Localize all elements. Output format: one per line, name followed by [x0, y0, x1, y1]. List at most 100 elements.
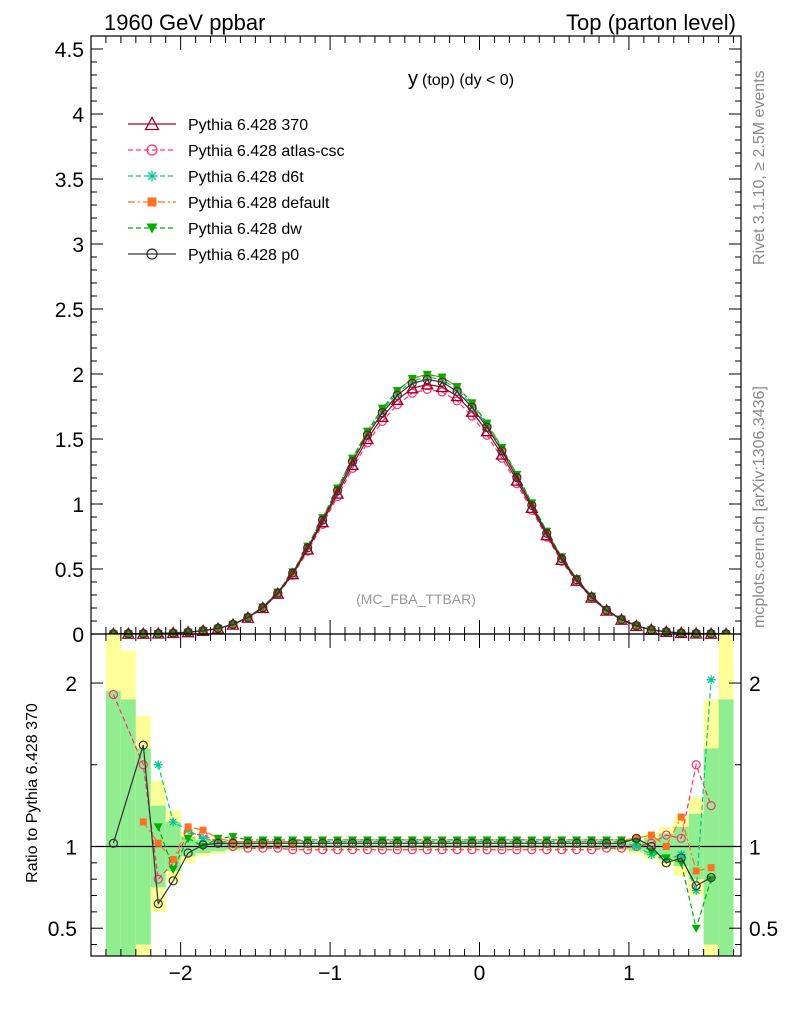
legend-label: Pythia 6.428 dw [188, 221, 302, 238]
data-point [450, 389, 464, 402]
data-point [437, 836, 447, 845]
data-point [347, 457, 358, 467]
data-point [153, 823, 163, 832]
legend-label: Pythia 6.428 atlas-csc [188, 143, 345, 160]
data-point [467, 836, 477, 845]
data-point [213, 838, 223, 848]
data-point [153, 874, 163, 884]
data-point [147, 197, 157, 207]
x-tick-label: −2 [169, 962, 193, 985]
data-point [691, 760, 701, 770]
data-point [377, 836, 387, 845]
data-point [557, 553, 567, 564]
main-plot: 0 0.5 1 1.5 2 2.5 3 3.5 4 4.5 [55, 35, 742, 647]
data-point [198, 626, 208, 636]
data-point [347, 836, 357, 845]
data-point [467, 402, 477, 412]
data-point [631, 833, 642, 843]
data-point [420, 377, 434, 390]
data-point [243, 612, 253, 622]
band-green [105, 691, 121, 956]
data-point [288, 838, 298, 848]
data-point [273, 588, 283, 598]
data-point [422, 374, 432, 385]
data-point [661, 858, 671, 868]
data-point [497, 836, 507, 845]
data-point [228, 838, 238, 848]
data-point [377, 408, 387, 418]
data-point [243, 836, 253, 845]
data-point [482, 422, 492, 432]
data-point [527, 500, 537, 511]
data-point [691, 886, 701, 896]
data-point [407, 836, 417, 845]
data-point [497, 446, 507, 456]
data-point [303, 543, 313, 553]
data-point [168, 865, 178, 874]
legend-label: Pythia 6.428 p0 [188, 247, 299, 264]
data-point [407, 378, 417, 388]
star-stroke [692, 887, 700, 895]
star-stroke [154, 761, 162, 769]
star-stroke [632, 842, 641, 851]
data-point [362, 838, 373, 848]
y-tick-label: 0 [72, 624, 84, 647]
ratio-y-tick-label: 2 [65, 673, 77, 696]
data-point [602, 836, 612, 845]
data-point [572, 838, 582, 848]
data-point [243, 838, 253, 848]
band-green [718, 699, 734, 956]
legend-label: Pythia 6.428 default [188, 195, 330, 212]
data-point [707, 864, 715, 872]
data-point [512, 472, 522, 483]
data-point [629, 619, 644, 632]
data-point [258, 836, 268, 845]
header-left: 1960 GeV ppbar [104, 10, 265, 35]
data-point [542, 836, 552, 845]
data-point [198, 840, 208, 850]
legend: Pythia 6.428 370 Pythia 6.428 atlas-csc Py… [128, 116, 345, 264]
x-tick-label: 1 [623, 962, 635, 985]
data-point [631, 620, 642, 631]
data-point [241, 610, 255, 623]
data-point [362, 430, 373, 440]
ratio-line [157, 679, 712, 891]
y-tick-label: 4 [72, 104, 84, 127]
star-stroke [169, 818, 177, 826]
band-green [120, 699, 136, 956]
data-point [452, 838, 462, 848]
y-tick-label: 3.5 [55, 169, 84, 192]
ratio-y-tick-label: 1 [65, 836, 77, 859]
plot-title-sub: (top) (dy < 0) [422, 72, 514, 89]
ratio-line [112, 744, 712, 906]
data-point [601, 838, 612, 848]
data-point [228, 619, 238, 629]
data-point [362, 836, 372, 845]
data-point [542, 838, 552, 848]
data-point [288, 568, 298, 578]
data-point [692, 867, 700, 875]
watermark: (MC_FBA_TTBAR) [356, 591, 476, 607]
ratio-line [112, 694, 712, 881]
ratio-frame [90, 633, 742, 957]
star-stroke [677, 851, 685, 859]
data-point [540, 528, 554, 541]
data-point [437, 838, 447, 848]
data-point [273, 838, 283, 848]
data-point [199, 826, 207, 834]
data-point [646, 625, 656, 635]
data-point [616, 838, 627, 848]
legend-label: Pythia 6.428 370 [188, 117, 308, 134]
data-point [318, 515, 328, 525]
data-point [482, 838, 492, 848]
data-point [677, 813, 685, 821]
data-point [676, 628, 686, 638]
data-point [392, 390, 402, 400]
data-point [168, 628, 178, 638]
data-point [676, 853, 686, 863]
data-point [422, 838, 432, 848]
data-point [527, 838, 537, 848]
data-point [258, 602, 268, 613]
data-point [332, 486, 343, 496]
star-stroke [147, 171, 157, 181]
